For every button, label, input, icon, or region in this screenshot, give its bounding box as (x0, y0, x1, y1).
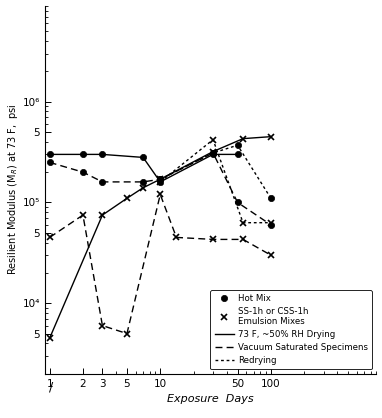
Y-axis label: Resilient Modulus (M$_R$) at 73 F,  psi: Resilient Modulus (M$_R$) at 73 F, psi (6, 104, 19, 275)
X-axis label: Exposure  Days: Exposure Days (167, 394, 254, 404)
Text: /: / (49, 380, 53, 393)
Legend: Hot Mix, SS-1h or CSS-1h
Emulsion Mixes, 73 F, ~50% RH Drying, Vacuum Saturated : Hot Mix, SS-1h or CSS-1h Emulsion Mixes,… (210, 290, 372, 370)
